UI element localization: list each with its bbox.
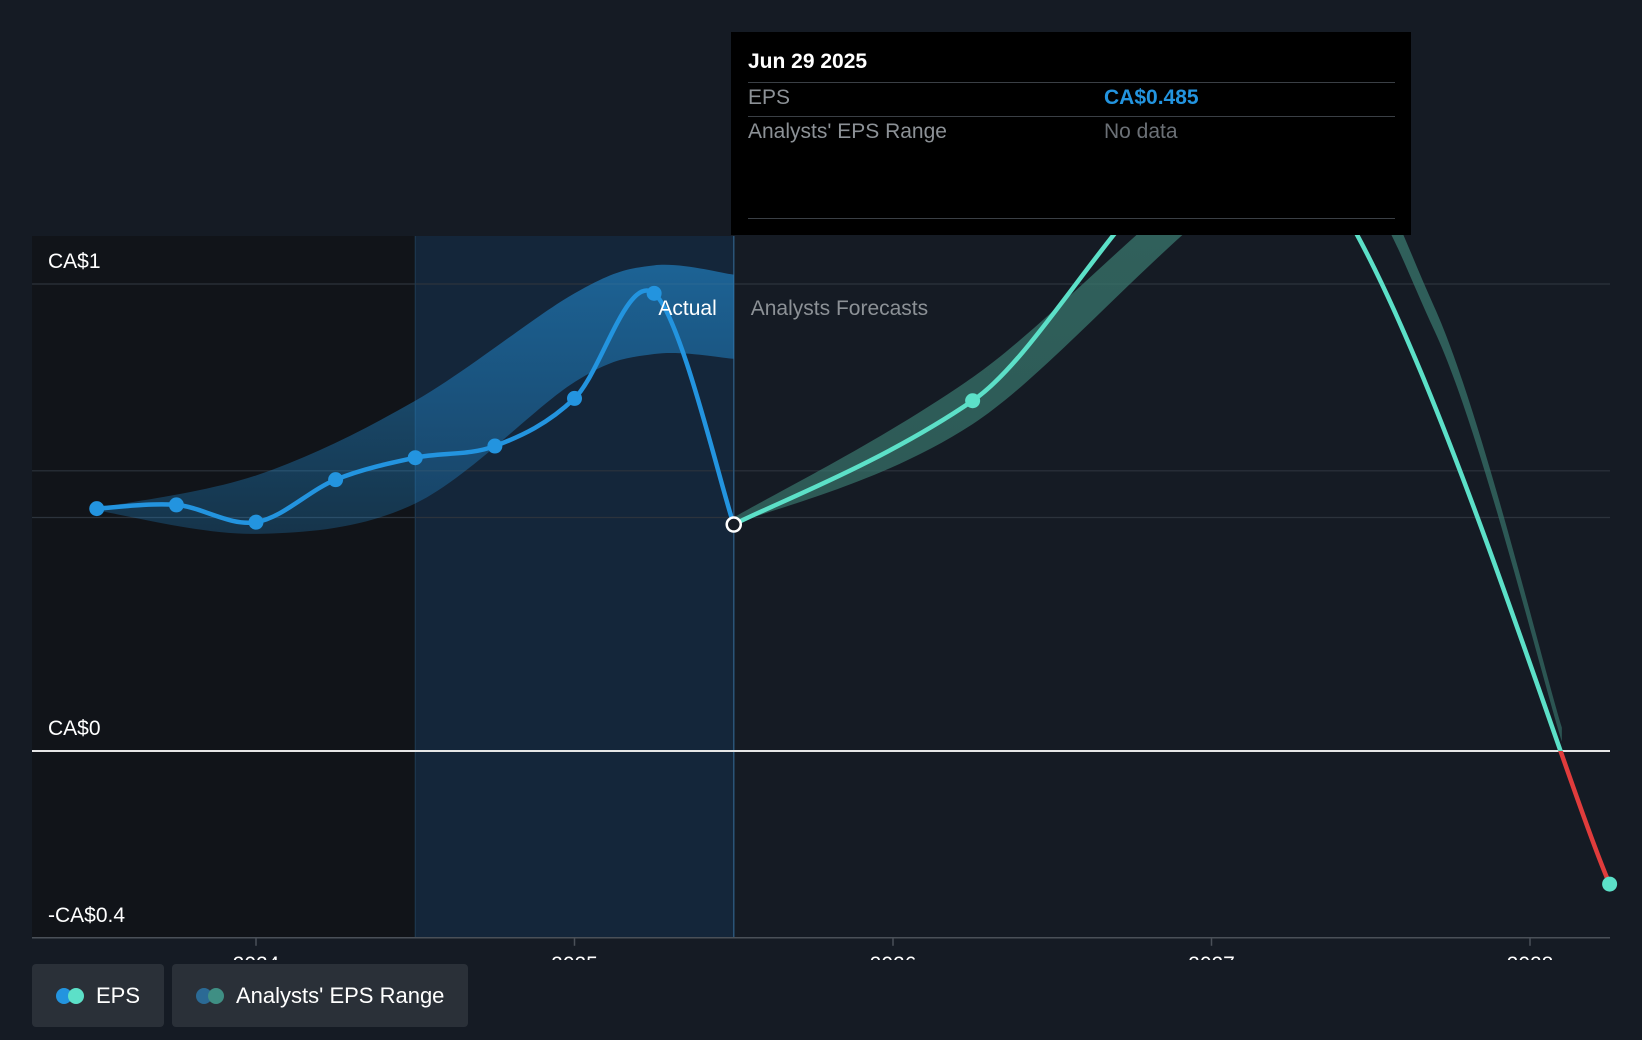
eps-actual-point[interactable]: [725, 516, 742, 533]
legend-eps[interactable]: EPS: [32, 964, 164, 1027]
tooltip-divider: [748, 82, 1395, 83]
eps-range-legend-icon: [196, 987, 226, 1004]
eps-actual-point[interactable]: [646, 285, 662, 301]
eps-actual-point[interactable]: [567, 390, 582, 406]
y-tick-label: -CA$0.4: [48, 904, 125, 927]
tooltip-range-value: No data: [1104, 120, 1178, 143]
eps-range-band: [96, 264, 734, 534]
eps-points: [89, 136, 1618, 892]
eps-actual-point[interactable]: [328, 472, 344, 488]
legend-eps-label: EPS: [96, 982, 141, 1008]
eps-actual-point[interactable]: [487, 438, 503, 454]
x-tick-label: 2025: [551, 953, 598, 960]
eps-actual-point[interactable]: [168, 497, 184, 513]
tooltip-range-label: Analysts' EPS Range: [748, 120, 947, 143]
eps-forecast-point[interactable]: [965, 393, 981, 409]
eps-range-bands: [96, 128, 1562, 742]
eps-actual-point[interactable]: [89, 501, 105, 517]
x-tick-label: 2026: [870, 953, 917, 960]
tooltip: Jun 29 2025 EPS CA$0.485 Analysts' EPS R…: [731, 32, 1411, 235]
x-axis-labels: 2024 2025 2026 2027 2028: [233, 937, 1554, 960]
legend-eps-range[interactable]: Analysts' EPS Range: [172, 964, 468, 1027]
tooltip-divider: [748, 218, 1395, 219]
past-shade: [32, 236, 416, 938]
legend-eps-range-label: Analysts' EPS Range: [236, 982, 445, 1008]
forecast-label: Analysts Forecasts: [751, 297, 928, 320]
y-tick-label: CA$0: [48, 717, 101, 740]
eps-actual-point[interactable]: [248, 514, 264, 530]
eps-forecast-point[interactable]: [1602, 876, 1618, 892]
tooltip-eps-value: CA$0.485: [1104, 86, 1199, 109]
eps-range-band: [733, 128, 1562, 742]
x-tick-label: 2028: [1507, 953, 1554, 960]
tooltip-eps-label: EPS: [748, 86, 791, 109]
eps-chart: CA$1 CA$0 -CA$0.4 2024 2025 2026 2027 2028 Act…: [32, 126, 1618, 960]
eps-actual-point[interactable]: [407, 450, 423, 466]
y-axis-labels: CA$1 CA$0 -CA$0.4: [48, 250, 125, 927]
x-tick-label: 2024: [233, 953, 280, 960]
actual-label: Actual: [658, 297, 716, 320]
tooltip-divider: [748, 116, 1395, 117]
y-tick-label: CA$1: [48, 250, 101, 273]
x-tick-label: 2027: [1188, 953, 1235, 960]
eps-legend-icon: [56, 987, 86, 1004]
tooltip-date: Jun 29 2025: [748, 50, 868, 73]
